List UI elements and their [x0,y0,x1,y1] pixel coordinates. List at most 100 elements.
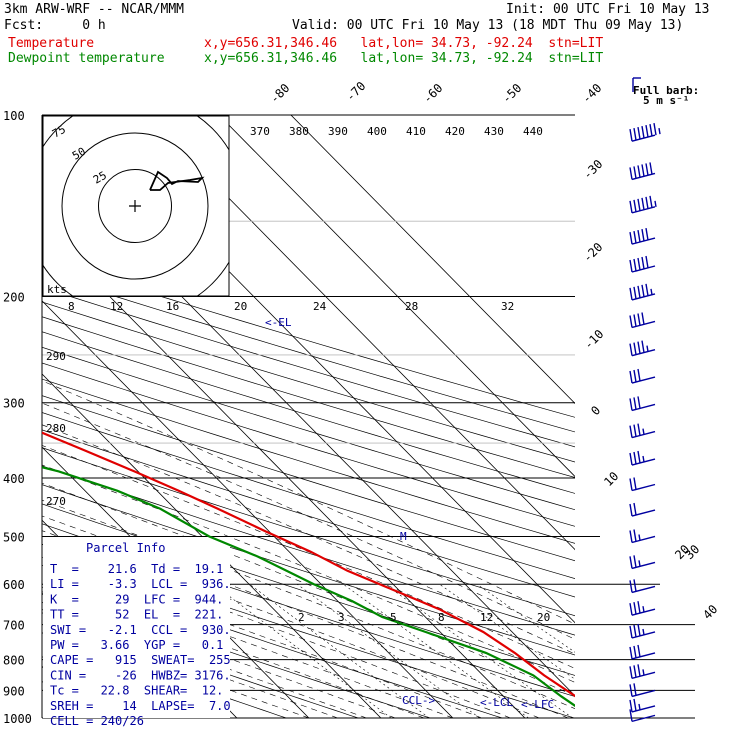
wind-barb [629,555,656,570]
lfc-marker: <-LFC [521,698,554,711]
isotherm-line [42,300,454,718]
parcel-info-panel [43,537,230,718]
pressure-tick-label: 200 [3,291,25,305]
temperature-legend: Temperature [8,36,95,51]
wind-barb-flag [629,398,633,411]
mixing-ratio-label: 24 [313,300,327,313]
wind-barb-half [646,345,649,352]
wind-barb-flag [633,314,637,327]
wind-barb-flag [629,200,633,213]
level-markers: <-EL M CCL-> <-LCL <-LFC [265,316,554,711]
mixing-ratio-label-lower: 8 [438,611,445,624]
parcel-info-title: Parcel Info [86,541,165,555]
theta-label: 430 [484,125,504,138]
moist-adiabat [42,543,511,718]
isotherm-line [42,373,382,718]
wind-barb [629,450,656,466]
barb-legend-value: 5 m s⁻¹ [643,94,689,107]
wind-barb [629,683,656,698]
wind-barb [629,502,656,517]
hodograph-trace [149,170,205,191]
wind-barb-flag [641,284,645,298]
pressure-tick-label: 900 [3,684,25,698]
wind-barbs [629,77,661,723]
parcel-info: Parcel Info T = 21.6 Td = 19.1LI = -3.3 L… [50,541,231,728]
wind-barb-half [638,703,641,711]
wind-barb-flag [629,315,633,328]
dewpoint-trace [42,466,575,708]
wind-barb-flag [633,286,637,300]
wind-barb-flag [629,167,633,180]
wind-barb-flag [633,645,637,659]
wind-barb-half [638,560,641,567]
temperature-tick-label: -60 [420,81,445,106]
theta-label: 380 [289,125,309,138]
mixing-ratio-label: 20 [234,300,247,313]
wind-barb [629,162,656,181]
temperature-trace [42,431,575,698]
forecast-hour: Fcst: 0 h [4,18,106,33]
hodograph-ring-label: 75 [50,123,68,141]
wind-barb-flag [645,163,649,176]
wind-barb-flag [641,312,645,325]
wind-barb [629,477,656,492]
mixing-ratio-label: 28 [405,300,418,313]
parcel-info-row: PW = 3.66 YGP = 0.1 [50,638,223,652]
wind-barb-flag [637,341,641,354]
wind-barb-flag [645,227,649,241]
moist-adiabat [42,380,575,625]
mixing-ratio-label: 16 [166,300,179,313]
wind-barb [629,312,656,329]
wind-barb-flag [629,370,633,384]
isotherm-line [218,115,575,478]
theta-label: 410 [406,125,426,138]
wind-barb-flag [645,125,649,138]
m-marker: M [400,530,407,543]
dry-adiabat [42,412,575,579]
pressure-tick-label: 500 [3,530,25,544]
wind-barb-flag [633,624,637,638]
isotherm-line [290,115,575,404]
wind-barb-flag [637,198,641,211]
mixing-ratio-line [249,583,430,718]
temperature-tick-label: -10 [581,327,606,352]
wind-barb [629,368,656,384]
wind-barb-flag [641,197,645,210]
hodograph-unit-label: kts [47,283,67,296]
wind-barb-flag [629,231,633,245]
wind-barb-half [642,669,645,676]
wind-barb-flag [641,256,645,270]
wind-barb-half [642,455,645,463]
theta-label-left: 280 [46,422,66,435]
dry-adiabat [42,503,575,676]
parcel-info-row: CIN = -26 HWBZ= 3176. [50,668,231,682]
temperature-tick-label: -80 [267,81,292,106]
wind-barb-flag [641,228,645,242]
wind-barb [629,623,656,639]
wind-barb-half [658,128,661,135]
wind-barb-flag [629,666,633,679]
wind-barb-flag [629,259,633,273]
wind-barb-flag [645,283,649,297]
wind-barb-flag [637,127,641,140]
wind-barb-flag [629,684,633,697]
wind-barb-flag [641,126,645,139]
wind-barb-flag [645,255,649,269]
wind-barb-flag [629,709,633,722]
wind-barb-flag [629,625,633,639]
wind-barb-flag [637,257,641,271]
wind-barb-flag [633,342,637,355]
theta-label: 370 [250,125,270,138]
pressure-tick-label: 800 [3,654,25,668]
wind-barb-flag [637,450,641,464]
wind-barb-flag [637,285,641,299]
wind-barb-half [642,428,645,435]
wind-barb [629,698,656,713]
temperature-tick-label: 0 [588,403,603,418]
mixing-ratio-line [297,583,480,718]
wind-barb [629,227,656,245]
wind-barb-flag [645,196,649,209]
dewpoint-legend: Dewpoint temperature [8,51,165,66]
